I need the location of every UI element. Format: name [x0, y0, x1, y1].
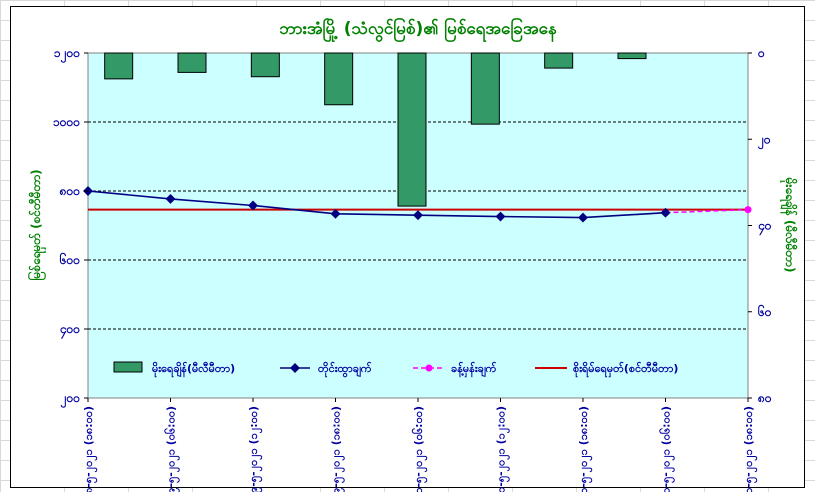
- legend-label: ခန့်မှန်းချက်: [451, 361, 497, 378]
- x-tick-label: ၉-၅-၂၀၂၁ (၁၈:၀၀): [330, 406, 346, 492]
- observed-line: [87, 190, 666, 219]
- forecast-point: [744, 206, 752, 214]
- rainfall-bar: [177, 52, 207, 73]
- legend-label: မိုးရေချိန်(မီလီမီတာ): [152, 361, 235, 378]
- observed-point: [660, 207, 671, 218]
- rainfall-bar: [104, 52, 134, 80]
- legend-label: စိုးရိမ်ရေမှတ်(စင်တီမီတာ): [573, 361, 678, 378]
- right-tick-label: ၈၀: [757, 391, 772, 405]
- rainfall-bar: [544, 52, 574, 69]
- x-tick-label: ၁၁-၅-၂၀၂၁ (၀၆:၀၀): [660, 406, 676, 492]
- observed-point: [578, 212, 588, 223]
- left-tick-label: ၈၀၀: [59, 184, 81, 198]
- left-axis-title: မြစ်ရေမှတ် (စင်တီမီတာ): [26, 169, 47, 280]
- rainfall-bar: [470, 52, 500, 125]
- legend-swatch-rainfall: [113, 361, 143, 373]
- right-tick-label: ၄၀: [757, 219, 772, 237]
- x-tick-label: ၁၁-၅-၂၀၂၁ (၁၈:၀၀): [742, 406, 758, 492]
- x-tick-label: ၁၀-၅-၂၀၂၁ (၀၆:၀၀): [412, 406, 428, 492]
- observed-point: [165, 193, 176, 204]
- legend: မိုးရေချိန်(မီလီမီတာ) တိုင်းထွာချက် ခန့်မှ…: [113, 361, 678, 378]
- left-tick-label: ၁၂၀၀: [54, 46, 80, 64]
- rainfall-bars: [104, 52, 647, 207]
- x-tick-label: ၁၀-၅-၂၀၂၁ (၁၂:၀၀): [495, 406, 511, 492]
- left-tick-label: ၁၀၀၀: [53, 115, 80, 129]
- right-tick-label: ၆၀: [757, 303, 772, 319]
- observed-point: [413, 210, 423, 221]
- rainfall-bar: [250, 52, 280, 78]
- legend-label: တိုင်းထွာချက်: [318, 361, 372, 378]
- observed-point: [248, 200, 258, 211]
- observed-point: [495, 211, 506, 222]
- rainfall-bar: [617, 52, 647, 60]
- rainfall-bar: [397, 52, 427, 207]
- x-tick-label: ၉-၅-၂၀၂၁ (၁၂:၀၀): [247, 406, 263, 492]
- right-axis-title: မိုးရေချိန် (မီလီမီတာ): [779, 177, 799, 273]
- right-tick-label: ၂၀: [757, 132, 771, 150]
- chart-title: ဘားအံမြို့ (သံလွင်မြစ်)၏ မြစ်ရေအခြေအနေ: [278, 16, 556, 43]
- left-tick-label: ၆၀၀: [59, 251, 81, 267]
- observed-point: [330, 208, 341, 219]
- forecast-line: [665, 208, 749, 214]
- left-tick-label: ၄၀၀: [59, 322, 81, 340]
- rainfall-bar: [324, 52, 354, 106]
- legend-marker-observed: [290, 363, 300, 373]
- left-tick-label: ၂၀၀: [60, 391, 81, 409]
- x-tick-label: ၈-၅-၂၀၂၁ (၁၈:၀၀): [82, 406, 98, 492]
- right-tick-label: ၀: [757, 46, 765, 60]
- lines: [83, 186, 752, 223]
- x-tick-label: ၁၀-၅-၂၀၂၁ (၁၈:၀၀): [577, 406, 593, 492]
- legend-marker-forecast: [425, 364, 433, 372]
- x-tick-label: ၉-၅-၂၀၂၁ (၀၆:၀၀): [165, 406, 181, 492]
- gridlines: [88, 121, 748, 330]
